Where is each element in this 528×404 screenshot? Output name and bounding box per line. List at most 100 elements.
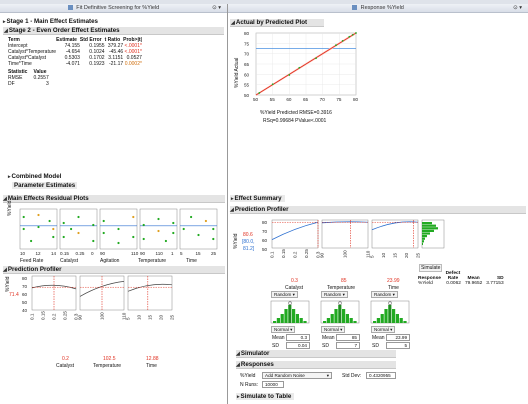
resid-panel <box>19 208 58 250</box>
resid-point <box>102 231 105 235</box>
right-profiler-header[interactable]: ◢Prediction Profiler <box>230 206 526 214</box>
parameter-estimates-header[interactable]: Parameter Estimates <box>12 182 78 189</box>
effect-summary-header[interactable]: ▸Effect Summary <box>230 195 285 202</box>
dist-select-1[interactable]: Random ▾ <box>321 291 348 298</box>
simulate-label[interactable]: Simulate <box>419 264 443 272</box>
table-row: RMSE 0.2557 <box>8 75 49 81</box>
resid-xtick: 0.25 <box>76 251 85 256</box>
left-prof-xtick: 90 <box>78 314 83 320</box>
responses-header[interactable]: ◢Responses <box>236 361 396 369</box>
disclosure-icon[interactable]: ▸ <box>231 196 234 202</box>
right-panel: Response %Yield ⊙ ▾ ◢Actual by Predicted… <box>228 4 528 404</box>
resid-point <box>30 239 33 243</box>
tab-menu-icon[interactable]: ⊙ ▾ <box>212 5 221 11</box>
resid-point <box>52 235 55 239</box>
dist-bar <box>395 314 399 323</box>
dist-bar <box>373 321 377 323</box>
simulator-header[interactable]: ◢Simulator <box>236 350 396 358</box>
disclosure-icon[interactable]: ◢ <box>236 351 240 357</box>
avp-xtick: 50 <box>253 97 259 102</box>
simulate-to-table-header[interactable]: ▸Simulate to Table <box>236 393 295 400</box>
left-prof-xtick: 25 <box>170 314 175 320</box>
sd-input-1[interactable]: 7 <box>336 342 360 349</box>
right-prof-xtick: 15 <box>393 252 398 258</box>
right-prof-ytick: 50 <box>262 247 268 252</box>
disclosure-icon[interactable]: ◢ <box>4 28 8 34</box>
sim-hist-bar <box>422 242 423 245</box>
disclosure-icon[interactable]: ◢ <box>231 20 235 26</box>
std-dev-input[interactable]: 0.4320955 <box>366 372 396 379</box>
sd-input-0[interactable]: 0.04 <box>286 342 310 349</box>
resid-point <box>62 235 65 239</box>
right-prof-value: 80.6 <box>243 232 253 238</box>
resid-point <box>37 213 40 217</box>
disclosure-icon[interactable]: ◢ <box>236 362 240 368</box>
right-prof-ci-high: 81.2] <box>243 246 255 252</box>
avp-ytick: 65 <box>244 62 250 67</box>
right-prof-ytick: 70 <box>262 229 268 234</box>
mean-input-0[interactable]: 0.3 <box>286 334 310 341</box>
sd-input-2[interactable]: 5 <box>386 342 410 349</box>
dist-bar <box>349 318 353 323</box>
sim-hist-bar <box>422 227 438 230</box>
left-profiler-header[interactable]: ◢Prediction Profiler <box>3 266 225 274</box>
mean-input-2[interactable]: 23.99 <box>386 334 410 341</box>
right-prof-xtick: 25 <box>416 252 421 258</box>
sd-label-2: SD <box>372 343 379 349</box>
resid-xlabel: Time <box>186 258 197 264</box>
avp-xtick: 80 <box>353 97 359 102</box>
avp-point <box>298 66 301 69</box>
left-prof-xtick: 20 <box>159 314 164 320</box>
disclosure-icon[interactable]: ◢ <box>3 196 7 202</box>
dist-bar <box>323 321 327 323</box>
resid-point <box>212 237 215 241</box>
table-row: Catalyst*Catalyst 0.5303 0.1702 3.1151 0.052… <box>8 55 142 61</box>
disclosure-icon[interactable]: ◢ <box>230 207 234 213</box>
sim-hist-bar <box>422 235 427 238</box>
stage1-header[interactable]: ▸Stage 1 - Main Effect Estimates <box>3 18 98 25</box>
resid-xlabel: Catalyst <box>60 258 79 264</box>
resid-point <box>182 227 185 231</box>
right-prof-panel <box>371 219 419 249</box>
left-prof-xtick: 5 <box>126 317 131 320</box>
combined-model-header[interactable]: ▸Combined Model <box>8 173 62 180</box>
disclosure-icon[interactable]: ▸ <box>237 394 240 400</box>
resid-point <box>22 215 25 219</box>
dist-type-2[interactable]: Normal ▾ <box>371 326 396 333</box>
resid-point <box>92 223 95 227</box>
resid-xtick: 14 <box>51 251 57 256</box>
actual-by-predicted-header[interactable]: ◢Actual by Predicted Plot <box>230 19 324 27</box>
disclosure-icon[interactable]: ▸ <box>3 19 6 25</box>
disclosure-icon[interactable]: ▸ <box>8 174 11 180</box>
estimates-table: Term Estimate Std Error t Ratio Prob>|t|… <box>8 37 142 67</box>
left-prof-current-0: 0.2 <box>62 356 69 362</box>
left-prof-xtick: 0.15 <box>41 311 46 320</box>
right-profiler-chart: 80 70 60 500.1 0.15 0.2 0.25 0.3 90 100 110 5 10 15 20… <box>262 219 445 258</box>
avp-point <box>355 32 357 34</box>
tab-menu-icon[interactable]: ⊙ ▾ <box>513 5 522 11</box>
right-prof-xtick: 0.2 <box>293 251 298 258</box>
dist-type-1[interactable]: Normal ▾ <box>321 326 346 333</box>
resid-point <box>48 219 51 223</box>
dist-bar <box>384 309 388 323</box>
right-prof-xtick: 20 <box>404 252 409 258</box>
dist-select-2[interactable]: Random ▾ <box>371 291 398 298</box>
stage2-header[interactable]: ◢Stage 2 - Even Order Effect Estimates <box>3 27 224 35</box>
report-icon <box>67 5 73 11</box>
dist-bar <box>345 314 349 323</box>
dist-type-0[interactable]: Normal ▾ <box>271 326 296 333</box>
sim-hist-bar <box>422 240 424 243</box>
dist-handle <box>288 301 292 305</box>
right-prof-ytick: 80 <box>262 220 268 225</box>
table-row: Time*Time -4.071 0.1923 -21.17 0.0002* <box>8 61 142 67</box>
response-noise-select[interactable]: Add Random Noise ▾ <box>262 372 332 379</box>
dist-select-0[interactable]: Random ▾ <box>271 291 298 298</box>
distribution-plots <box>270 300 410 324</box>
disclosure-icon[interactable]: ◢ <box>3 267 7 273</box>
right-prof-current-0: 0.3 <box>291 278 298 284</box>
avp-xtick: 60 <box>286 97 292 102</box>
residual-plots-header[interactable]: ◢Main Effects Residual Plots <box>3 195 225 203</box>
avp-ytick: 75 <box>244 41 250 46</box>
mean-input-1[interactable]: 85 <box>336 334 360 341</box>
n-runs-input[interactable]: 10000 <box>262 381 284 388</box>
